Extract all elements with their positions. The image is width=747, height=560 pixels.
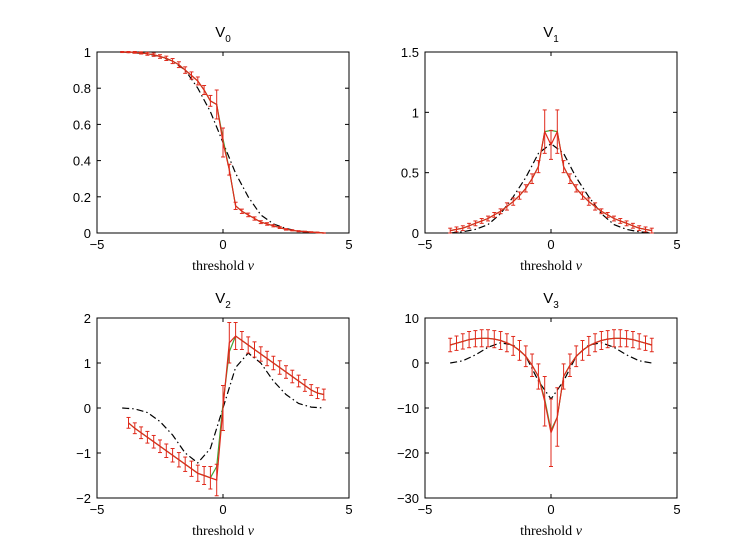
x-tick-label: −5 <box>90 502 105 517</box>
y-tick-label: −30 <box>397 491 419 506</box>
x-axis-label: threshold ν <box>520 524 583 539</box>
series-line-theory <box>122 352 324 464</box>
panel-title-subscript: 3 <box>553 300 559 311</box>
series-line-theory <box>450 142 652 234</box>
x-tick-label: 5 <box>345 237 352 252</box>
x-axis-label-text: threshold <box>520 524 576 539</box>
x-tick-label: 5 <box>673 237 680 252</box>
y-tick-label: 1 <box>84 45 91 60</box>
y-tick-label: −2 <box>76 491 91 506</box>
x-axis-label: threshold ν <box>192 524 255 539</box>
y-tick-label: 0 <box>84 226 91 241</box>
x-tick-label: 0 <box>547 502 554 517</box>
y-tick-label: 0 <box>84 401 91 416</box>
plot-area <box>122 322 326 497</box>
y-tick-label: −20 <box>397 446 419 461</box>
x-axis-label-text: threshold <box>192 524 248 539</box>
x-axis-label: threshold ν <box>192 259 255 274</box>
panel-title-main: V <box>543 24 553 41</box>
plot-area <box>120 51 326 234</box>
x-tick-label: −5 <box>418 502 433 517</box>
y-tick-label: 1.5 <box>401 45 419 60</box>
y-tick-label: 0.5 <box>401 166 419 181</box>
panel-title-main: V <box>215 24 225 41</box>
x-tick-label: −5 <box>90 237 105 252</box>
series-line-simulation <box>128 335 324 481</box>
x-tick-label: 5 <box>673 502 680 517</box>
plot-area <box>448 109 654 234</box>
y-tick-label: 0.6 <box>73 117 91 132</box>
panel-title: V2 <box>215 290 231 311</box>
x-axis-label-symbol: ν <box>576 259 583 274</box>
panel-title-main: V <box>543 290 553 307</box>
y-tick-label: −1 <box>76 446 91 461</box>
y-tick-label: 2 <box>84 311 91 326</box>
x-axis-label-symbol: ν <box>248 524 255 539</box>
y-tick-label: 0.2 <box>73 190 91 205</box>
y-tick-label: 0 <box>412 356 419 371</box>
panel-title: V1 <box>543 24 559 45</box>
panel-title: V3 <box>543 290 559 311</box>
y-tick-label: 0.4 <box>73 154 91 169</box>
x-axis-label-text: threshold <box>520 259 576 274</box>
y-tick-label: 10 <box>405 311 419 326</box>
panel-title-subscript: 1 <box>553 34 559 45</box>
x-tick-label: −5 <box>418 237 433 252</box>
panel-title-main: V <box>215 290 225 307</box>
x-tick-label: 0 <box>219 502 226 517</box>
panel-title-subscript: 2 <box>225 300 231 311</box>
x-axis-label: threshold ν <box>520 259 583 274</box>
y-tick-label: 1 <box>412 105 419 120</box>
y-tick-label: 1 <box>84 356 91 371</box>
y-tick-label: −10 <box>397 401 419 416</box>
panel-title-subscript: 0 <box>225 34 231 45</box>
y-tick-label: 0.8 <box>73 81 91 96</box>
plot-area <box>448 329 654 467</box>
x-tick-label: 0 <box>547 237 554 252</box>
y-tick-label: 0 <box>412 226 419 241</box>
x-tick-label: 5 <box>345 502 352 517</box>
x-tick-label: 0 <box>219 237 226 252</box>
x-axis-label-text: threshold <box>192 259 248 274</box>
x-axis-label-symbol: ν <box>576 524 583 539</box>
panel-title: V0 <box>215 24 231 45</box>
panel-v3: −5 0 5 −30 −20 −10 0 10 V3 threshold ν <box>397 290 681 539</box>
x-axis-label-symbol: ν <box>248 259 255 274</box>
